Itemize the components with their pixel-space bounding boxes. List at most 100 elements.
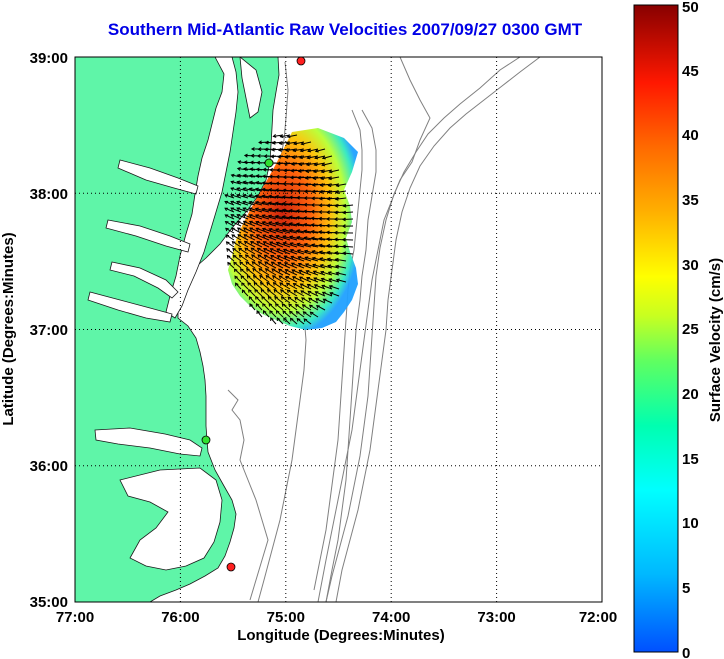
velocity-arrow <box>316 305 326 311</box>
velocity-arrow-head <box>296 195 300 200</box>
velocity-arrow <box>249 303 256 311</box>
velocity-arrow-head <box>254 200 259 205</box>
velocity-arrow <box>249 181 263 185</box>
velocity-arrow <box>289 236 305 241</box>
velocity-arrow <box>299 269 312 276</box>
x-axis-ticks: 77:00 76:00 75:00 74:00 73:00 72:00 <box>56 609 617 626</box>
velocity-arrow-head <box>313 162 318 167</box>
velocity-arrow-head <box>281 228 286 233</box>
velocity-arrow <box>302 304 312 311</box>
velocity-arrow-head <box>251 261 256 265</box>
velocity-arrow <box>301 297 312 304</box>
velocity-arrow <box>272 275 284 283</box>
velocity-arrow <box>262 221 277 227</box>
velocity-arrow-head <box>258 140 263 145</box>
velocity-arrow-head <box>310 216 315 221</box>
velocity-arrow <box>287 296 298 304</box>
velocity-arrow <box>256 303 263 311</box>
velocity-arrow <box>243 181 256 185</box>
velocity-arrow-head <box>303 202 308 207</box>
velocity-arrow-head <box>303 242 308 247</box>
velocity-arrow <box>238 247 249 255</box>
velocity-arrow-head <box>334 244 338 249</box>
velocity-arrow-head <box>242 173 247 178</box>
velocity-arrow-head <box>326 196 331 201</box>
velocity-arrow-head <box>243 167 247 171</box>
velocity-arrow-head <box>264 147 269 152</box>
velocity-arrow <box>265 268 277 276</box>
colorbar-tick-label: 25 <box>682 321 699 338</box>
velocity-arrow <box>252 268 263 276</box>
velocity-arrow-head <box>225 241 230 245</box>
velocity-arrow-head <box>267 295 272 300</box>
velocity-arrow-head <box>334 264 339 269</box>
velocity-arrow-head <box>318 250 323 255</box>
velocity-arrow <box>248 289 256 297</box>
velocity-arrow-head <box>320 169 325 174</box>
velocity-arrow-head <box>310 229 315 234</box>
velocity-arrow-head <box>252 274 257 279</box>
velocity-arrow <box>291 262 305 269</box>
velocity-arrow <box>243 207 256 213</box>
velocity-arrow-head <box>272 282 277 286</box>
velocity-arrow-head <box>328 285 333 289</box>
velocity-arrow <box>313 270 326 276</box>
velocity-arrow <box>306 270 319 276</box>
velocity-arrow <box>275 222 291 227</box>
velocity-arrow <box>266 275 277 283</box>
velocity-arrow-head <box>267 288 271 293</box>
velocity-arrow-head <box>282 188 286 193</box>
velocity-arrow-head <box>262 302 266 307</box>
velocity-arrow-head <box>295 209 300 214</box>
velocity-arrow-head <box>289 235 294 240</box>
velocity-arrow-head <box>282 175 287 180</box>
velocity-arrow-head <box>314 291 319 295</box>
tributary-york <box>109 261 179 299</box>
velocity-arrow <box>225 221 235 227</box>
velocity-arrow <box>268 221 284 227</box>
velocity-arrow-head <box>290 168 295 173</box>
y-tick-label: 39:00 <box>30 50 68 67</box>
velocity-arrow <box>249 175 263 178</box>
velocity-arrow-head <box>262 174 266 179</box>
velocity-arrow-head <box>263 247 267 252</box>
velocity-arrow-head <box>270 317 274 321</box>
velocity-arrow <box>342 245 354 248</box>
velocity-arrow <box>279 275 291 283</box>
velocity-arrow <box>304 237 319 241</box>
velocity-arrow <box>259 275 270 283</box>
velocity-arrow <box>273 282 284 290</box>
velocity-arrow-head <box>334 196 339 201</box>
velocity-arrow-head <box>318 230 323 235</box>
velocity-arrow-head <box>248 214 253 218</box>
velocity-arrow-head <box>304 263 309 267</box>
station-marker <box>226 562 236 572</box>
velocity-arrow-head <box>243 234 248 238</box>
velocity-arrow <box>276 248 291 255</box>
velocity-arrow-head <box>244 247 249 252</box>
velocity-arrow <box>335 197 347 200</box>
velocity-arrow-head <box>274 221 279 226</box>
velocity-arrow-head <box>236 193 241 198</box>
velocity-arrow <box>267 289 277 297</box>
velocity-arrow <box>249 221 263 227</box>
velocity-arrow <box>239 261 249 269</box>
velocity-arrow-head <box>238 254 243 259</box>
velocity-arrow-head <box>283 262 288 266</box>
velocity-arrow-head <box>262 234 267 239</box>
velocity-arrow-head <box>269 248 274 252</box>
colorbar-tick-label: 0 <box>682 645 690 659</box>
velocity-arrow-head <box>283 317 287 322</box>
velocity-arrow <box>236 207 249 213</box>
velocity-arrow-head <box>272 275 276 279</box>
velocity-arrow-head <box>291 155 296 160</box>
velocity-arrow-head <box>311 250 316 254</box>
velocity-arrow <box>310 311 319 318</box>
velocity-arrow-head <box>295 215 300 220</box>
velocity-arrow <box>289 310 298 318</box>
velocity-arrow <box>260 289 270 297</box>
plot-border <box>74 56 603 603</box>
velocity-arrow <box>293 283 305 290</box>
velocity-arrow-head <box>289 175 294 180</box>
velocity-arrow-head <box>326 237 330 242</box>
